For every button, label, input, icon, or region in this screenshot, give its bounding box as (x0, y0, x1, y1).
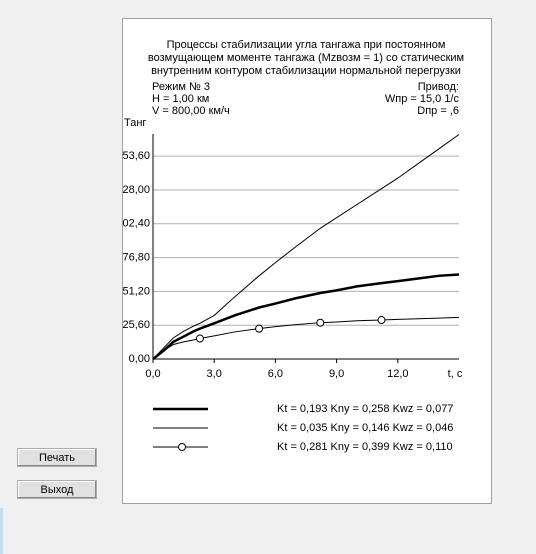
legend-label: Kt = 0,035 Kny = 0,146 Kwz = 0,046 (277, 422, 453, 434)
chart-title: Процессы стабилизации угла тангажа при п… (167, 39, 446, 51)
chart: Процессы стабилизации угла тангажа при п… (122, 18, 492, 504)
marker (195, 334, 204, 343)
info-right: Dпр = ,6 (417, 105, 459, 117)
chart-title: внутренним контуром стабилизации нормаль… (151, 65, 461, 77)
y-tick-label: 25,60 (122, 319, 150, 331)
marker (255, 324, 264, 333)
chart-title: возмущающем моменте тангажа (Mzвозм = 1)… (148, 52, 464, 64)
x-tick-label: 0,0 (145, 368, 160, 380)
info-right: Привод: (418, 81, 459, 93)
x-axis-label: t, c (448, 368, 463, 380)
x-tick-label: 12,0 (387, 368, 408, 380)
exit-button[interactable]: Выход (17, 480, 97, 499)
y-tick-label: 28,00 (122, 184, 150, 196)
y-tick-label: 02,40 (122, 218, 150, 230)
y-tick-label: 0,00 (129, 353, 150, 365)
marker (316, 318, 325, 327)
legend-label: Kt = 0,193 Kny = 0,258 Kwz = 0,077 (277, 403, 453, 415)
series-line (152, 316, 460, 360)
info-left: H = 1,00 км (152, 93, 209, 105)
legend-label: Kt = 0,281 Kny = 0,399 Kwz = 0,110 (277, 441, 453, 453)
chart-panel (122, 18, 492, 504)
legend-marker (178, 443, 186, 451)
print-button[interactable]: Печать (17, 448, 97, 467)
info-left: V = 800,00 км/ч (152, 105, 230, 117)
y-axis-label: Танг (124, 117, 146, 129)
y-tick-label: 76,80 (122, 251, 150, 263)
marker (377, 316, 386, 325)
x-tick-label: 6,0 (268, 368, 283, 380)
x-tick-label: 9,0 (329, 368, 344, 380)
x-tick-label: 3,0 (207, 368, 222, 380)
info-left: Режим № 3 (152, 81, 210, 93)
y-tick-label: 53,60 (122, 150, 150, 162)
series-line (152, 273, 460, 360)
info-right: Wпр = 15,0 1/с (385, 93, 460, 105)
series-line (152, 134, 460, 360)
y-tick-label: 51,20 (122, 285, 150, 297)
edge (0, 508, 3, 554)
